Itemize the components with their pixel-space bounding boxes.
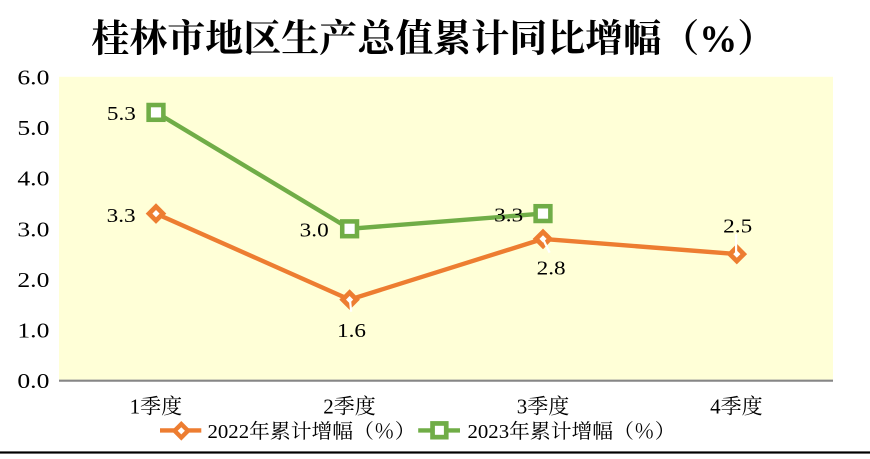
svg-text:3季度: 3季度 <box>517 395 570 419</box>
svg-text:1.6: 1.6 <box>337 320 366 342</box>
svg-text:2.5: 2.5 <box>723 215 752 237</box>
svg-text:2.0: 2.0 <box>17 268 49 292</box>
svg-text:2.8: 2.8 <box>537 257 566 279</box>
svg-text:5.3: 5.3 <box>107 103 136 125</box>
svg-text:4季度: 4季度 <box>710 395 763 419</box>
svg-text:3.3: 3.3 <box>494 204 523 226</box>
svg-text:3.3: 3.3 <box>107 205 136 227</box>
svg-text:2季度: 2季度 <box>323 395 376 419</box>
svg-text:3.0: 3.0 <box>17 217 49 241</box>
svg-text:5.0: 5.0 <box>17 116 49 140</box>
svg-text:2022年累计增幅（％）: 2022年累计增幅（％） <box>208 420 416 443</box>
svg-text:6.0: 6.0 <box>17 66 49 90</box>
svg-text:2023年累计增幅（％）: 2023年累计增幅（％） <box>468 420 676 443</box>
svg-text:4.0: 4.0 <box>17 167 49 191</box>
svg-text:桂林市地区生产总值累计同比增幅（%）: 桂林市地区生产总值累计同比增幅（%） <box>91 19 775 61</box>
svg-text:3.0: 3.0 <box>300 220 329 242</box>
svg-text:1季度: 1季度 <box>130 395 183 419</box>
svg-text:1.0: 1.0 <box>17 319 49 343</box>
svg-text:0.0: 0.0 <box>17 369 49 393</box>
